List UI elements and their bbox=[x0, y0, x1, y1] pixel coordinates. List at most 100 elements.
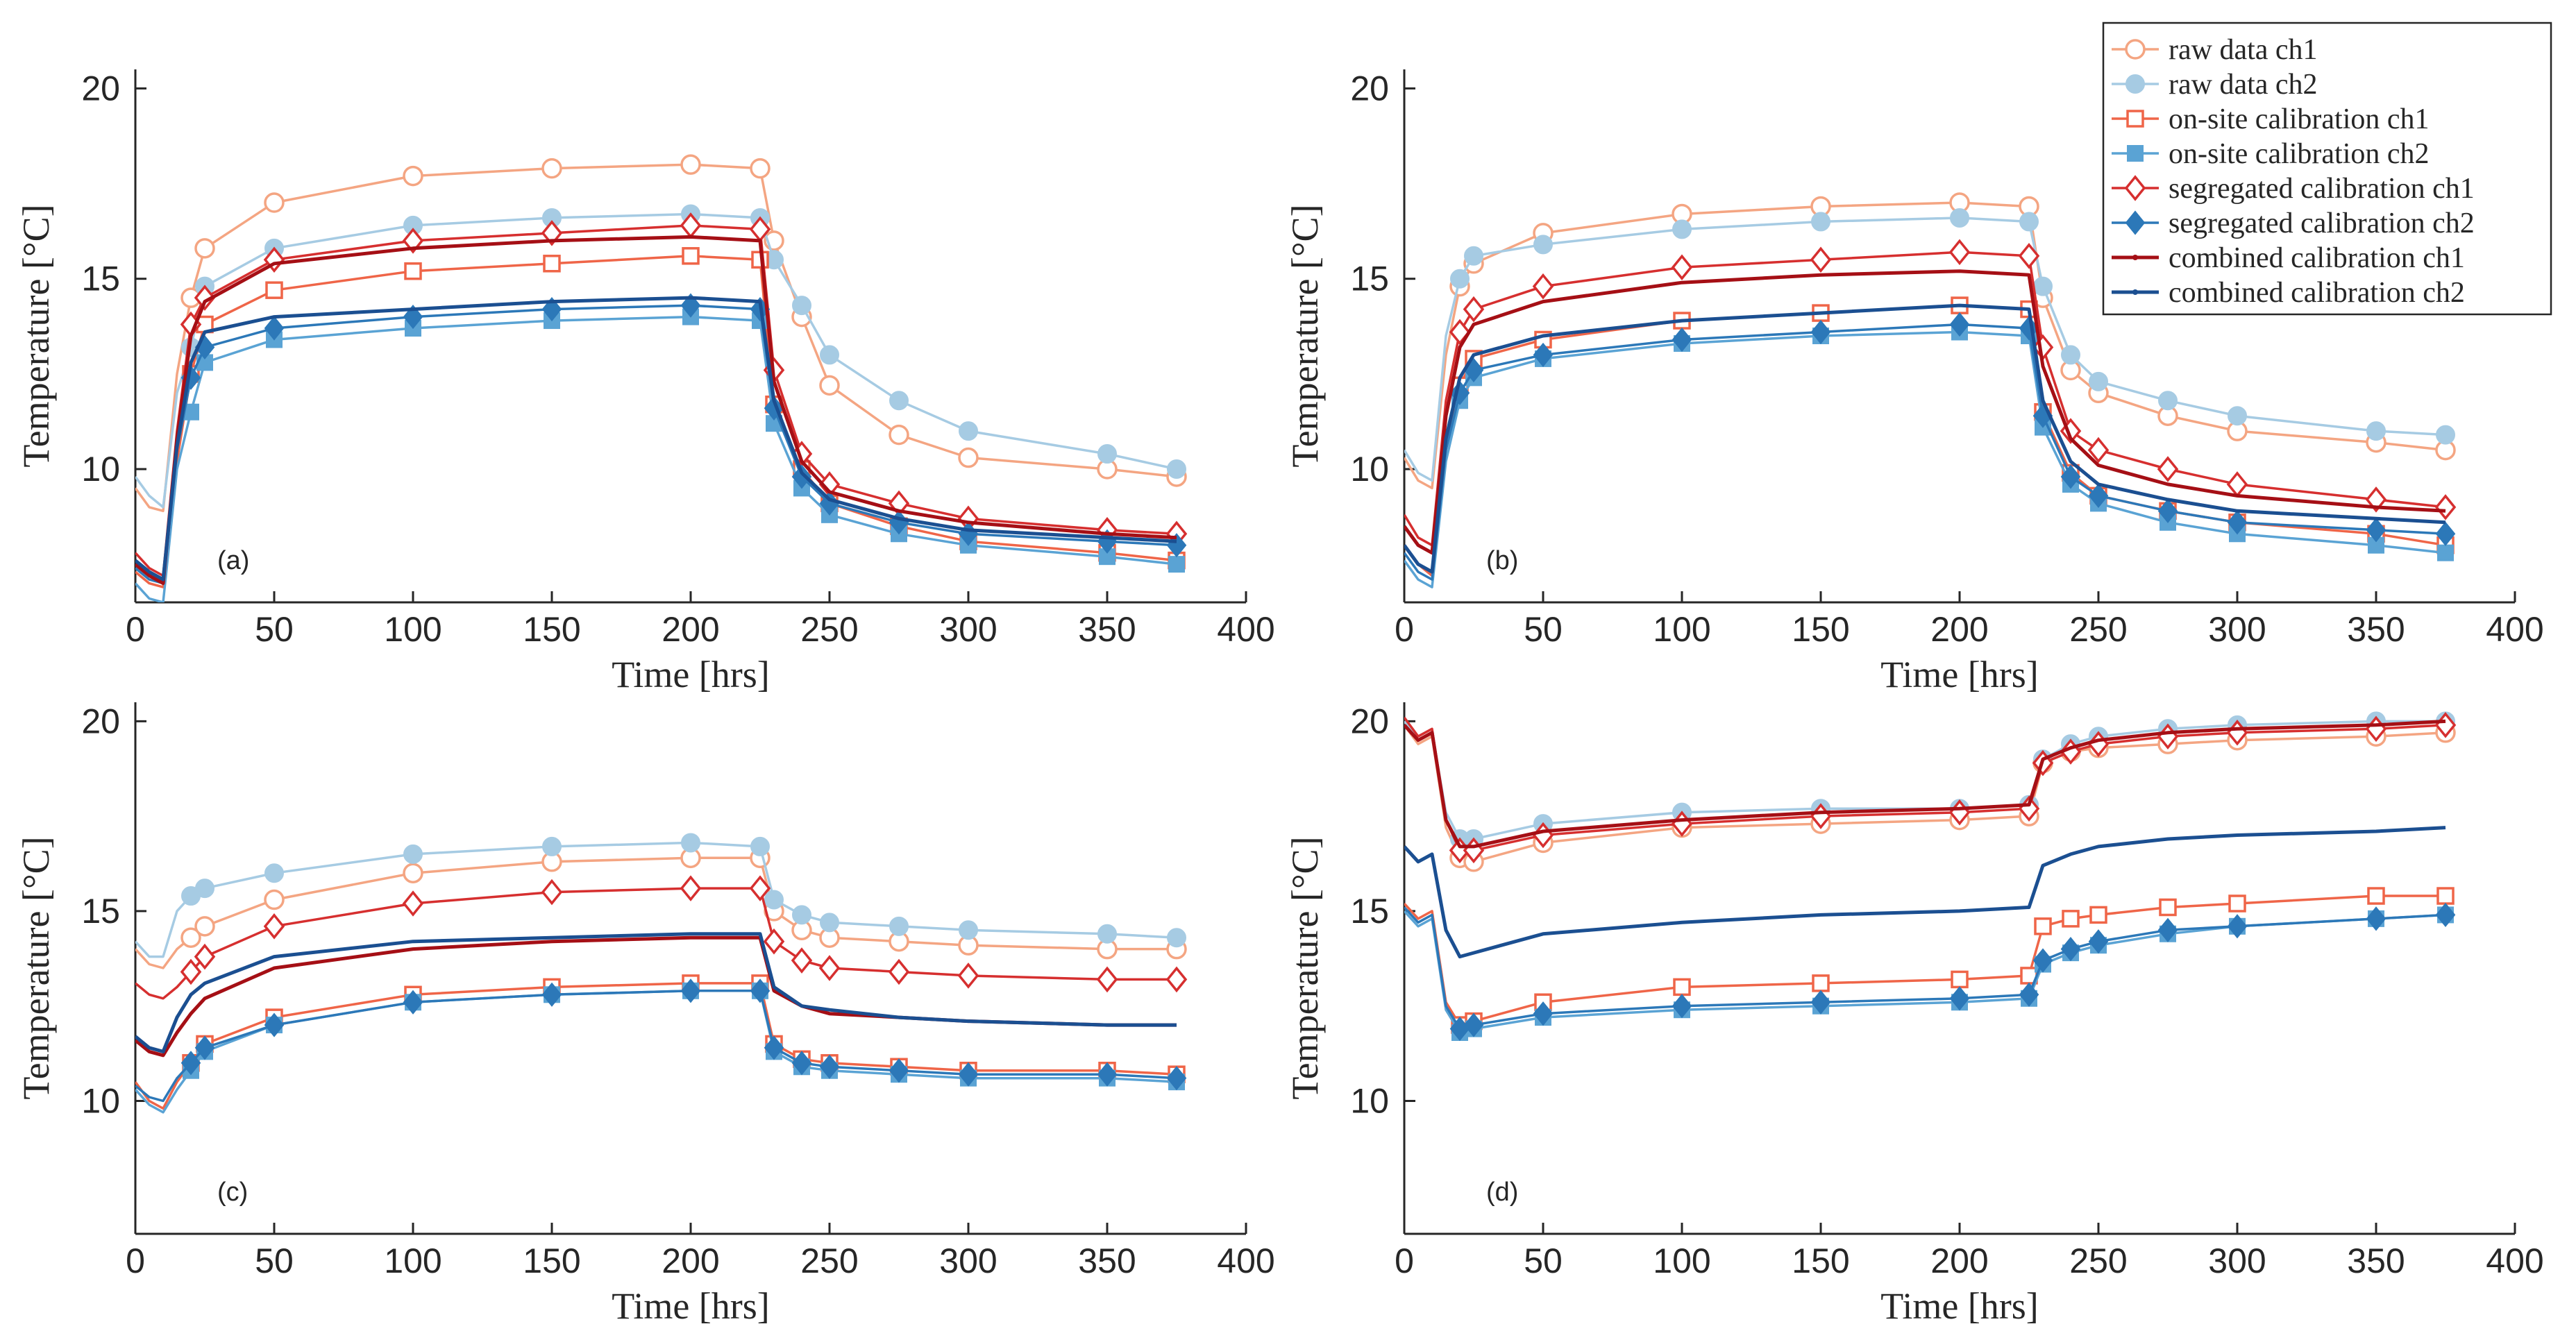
data-point bbox=[2158, 391, 2178, 411]
data-point bbox=[2089, 371, 2108, 391]
data-point bbox=[2018, 243, 2040, 269]
data-point bbox=[2435, 902, 2456, 927]
data-point bbox=[403, 165, 423, 187]
y-tick-label: 20 bbox=[81, 702, 120, 740]
plot-area bbox=[135, 154, 1188, 602]
data-point bbox=[680, 875, 702, 901]
x-axis-title: Time [hrs] bbox=[1880, 1285, 2039, 1327]
series-seg2 bbox=[1404, 902, 2456, 1042]
legend-marker bbox=[2124, 175, 2146, 201]
x-tick-label: 300 bbox=[2208, 1241, 2266, 1280]
data-point bbox=[763, 928, 785, 955]
data-point bbox=[1097, 444, 1117, 464]
y-tick-label: 10 bbox=[1350, 450, 1389, 489]
data-point bbox=[2033, 276, 2053, 296]
panel-label: (c) bbox=[217, 1178, 248, 1207]
data-point bbox=[263, 913, 285, 940]
data-point bbox=[404, 262, 422, 280]
data-point bbox=[2159, 898, 2177, 917]
data-point bbox=[959, 421, 978, 441]
x-axis-title: Time [hrs] bbox=[1880, 654, 2039, 695]
series-line-raw1 bbox=[135, 856, 1177, 969]
data-point bbox=[1097, 1062, 1118, 1087]
data-point bbox=[1949, 312, 1970, 337]
data-point bbox=[680, 154, 701, 175]
legend-label: raw data ch2 bbox=[2169, 69, 2318, 101]
legend-label: raw data ch1 bbox=[2169, 34, 2318, 66]
data-point bbox=[264, 192, 285, 213]
data-point bbox=[403, 863, 423, 883]
x-tick-label: 300 bbox=[2208, 610, 2266, 649]
legend-box bbox=[2102, 22, 2552, 316]
series-seg2 bbox=[135, 978, 1187, 1103]
data-point bbox=[1097, 924, 1117, 944]
legend-entry-raw2: raw data ch2 bbox=[2112, 69, 2318, 101]
data-point bbox=[2228, 406, 2247, 426]
data-point bbox=[2366, 421, 2386, 441]
x-tick-label: 50 bbox=[255, 610, 294, 649]
data-point bbox=[541, 982, 562, 1007]
data-point bbox=[2367, 887, 2385, 905]
x-tick-label: 100 bbox=[384, 1241, 441, 1280]
data-point bbox=[680, 293, 701, 318]
data-point bbox=[195, 879, 214, 899]
y-tick-label: 20 bbox=[1350, 702, 1389, 740]
data-point bbox=[791, 464, 812, 489]
series-line-seg1 bbox=[135, 887, 1177, 1000]
data-point bbox=[1096, 966, 1118, 993]
x-tick-label: 150 bbox=[1792, 610, 1849, 649]
data-point bbox=[194, 916, 215, 937]
x-axis-title: Time [hrs] bbox=[612, 654, 770, 695]
data-point bbox=[750, 158, 771, 179]
data-point bbox=[194, 285, 216, 311]
data-point bbox=[1672, 327, 1692, 353]
x-tick-label: 400 bbox=[1217, 1241, 1274, 1280]
data-point bbox=[1532, 273, 1554, 300]
data-point bbox=[889, 424, 909, 446]
x-tick-label: 300 bbox=[939, 610, 997, 649]
data-point bbox=[1812, 974, 1830, 992]
data-point bbox=[1949, 986, 1970, 1011]
data-point bbox=[264, 316, 285, 341]
data-point bbox=[2157, 456, 2179, 482]
data-point bbox=[958, 1062, 979, 1087]
data-point bbox=[1673, 978, 1691, 996]
data-point bbox=[959, 920, 978, 940]
data-point bbox=[888, 958, 910, 985]
x-tick-label: 350 bbox=[2347, 610, 2405, 649]
data-point bbox=[680, 978, 701, 1003]
legend-label: combined calibration ch1 bbox=[2169, 242, 2465, 274]
data-point bbox=[1463, 296, 1485, 323]
series-com2 bbox=[1404, 826, 2446, 959]
data-point bbox=[2436, 425, 2455, 445]
panel-label: (b) bbox=[1486, 546, 1518, 575]
x-tick-label: 350 bbox=[2347, 1241, 2405, 1280]
panel-d: 0 50 100 150 200 250 300 350 400 10 15 20 Time [hrs]… bbox=[1284, 702, 2544, 1327]
data-point bbox=[180, 927, 201, 948]
data-point bbox=[264, 1012, 285, 1037]
data-point bbox=[889, 916, 909, 936]
data-point bbox=[2089, 906, 2107, 924]
legend-marker bbox=[2125, 74, 2145, 94]
data-point bbox=[194, 238, 215, 259]
plot-area bbox=[1404, 192, 2457, 588]
series-line-ons1 bbox=[135, 982, 1177, 1110]
series-seg1 bbox=[135, 875, 1188, 1000]
data-point bbox=[194, 943, 216, 970]
legend-label: segregated calibration ch2 bbox=[2169, 207, 2475, 239]
x-tick-label: 100 bbox=[384, 610, 441, 649]
x-tick-label: 150 bbox=[1792, 1241, 1849, 1280]
x-tick-label: 150 bbox=[523, 1241, 580, 1280]
data-point bbox=[2228, 894, 2246, 913]
data-point bbox=[264, 889, 285, 910]
data-point bbox=[402, 228, 424, 254]
data-point bbox=[1672, 994, 1692, 1019]
y-axis-title: Temperature [°C] bbox=[1284, 836, 1326, 1099]
data-point bbox=[1533, 1001, 1554, 1026]
legend-marker bbox=[2132, 289, 2138, 295]
legend-marker bbox=[2132, 255, 2138, 260]
data-point bbox=[180, 1051, 201, 1076]
x-tick-label: 200 bbox=[1930, 1241, 1988, 1280]
x-axis-title: Time [hrs] bbox=[612, 1285, 770, 1327]
